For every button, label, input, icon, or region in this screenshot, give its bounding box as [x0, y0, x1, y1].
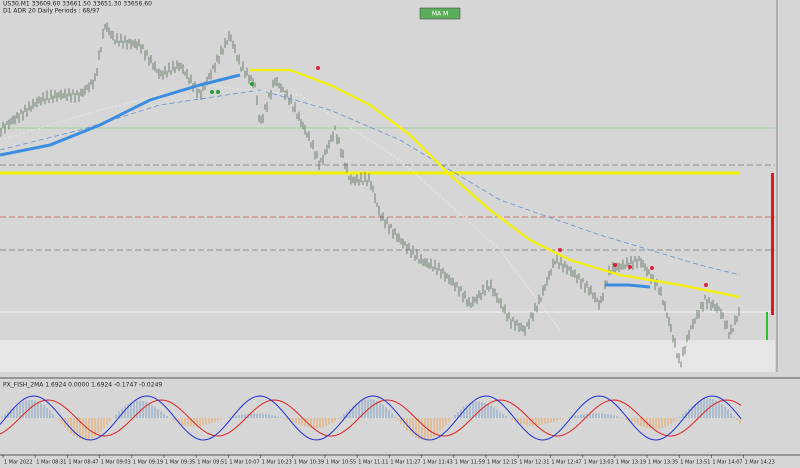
- fish-line: [0, 395, 742, 441]
- time-label: 1 Mar 11:27: [390, 460, 420, 466]
- time-label: 1 Mar 12:31: [519, 460, 549, 466]
- signal-dot: [210, 90, 214, 94]
- button-label[interactable]: MA M: [432, 11, 448, 18]
- ma-button[interactable]: [419, 7, 461, 20]
- ma-slow: [0, 89, 741, 276]
- time-label: 1 Mar 13:19: [616, 460, 646, 466]
- time-label: 1 Mar 10:07: [229, 460, 259, 466]
- indicator-label: PX_FISH_2MA 1.6924 0.0000 1.6924 -0.1747…: [3, 382, 162, 389]
- adr-bar: [766, 312, 768, 340]
- time-label: 1 Mar 14:07: [712, 460, 742, 466]
- signal-dot: [316, 66, 320, 70]
- time-label: 1 Mar 10:23: [262, 460, 292, 466]
- time-label: 1 Mar 13:03: [584, 460, 614, 466]
- time-label: 1 Mar 10:39: [294, 460, 324, 466]
- adr-info: D1 ADR 20 Daily Periods : 68/97: [3, 8, 100, 15]
- ma-yellow: [250, 68, 741, 299]
- time-label: 1 Mar 08:47: [68, 460, 98, 466]
- time-label: 1 Mar 12:47: [551, 460, 581, 466]
- time-label: 1 Mar 09:19: [133, 460, 163, 466]
- signal-line: [0, 399, 742, 437]
- price-bars: [0, 22, 740, 368]
- signal-dot: [628, 265, 632, 269]
- time-label: 1 Mar 13:35: [648, 460, 678, 466]
- time-label: 1 Mar 11:59: [455, 460, 485, 466]
- time-label: 1 Mar 09:35: [165, 460, 195, 466]
- time-label: 1 Mar 08:31: [36, 460, 66, 466]
- range-band: [0, 340, 775, 372]
- signal-dot: [650, 266, 654, 270]
- ma-blue: [605, 283, 651, 289]
- indicator-pane: [0, 395, 742, 441]
- time-label: 1 Mar 09:03: [101, 460, 131, 466]
- time-label: 1 Mar 14:23: [745, 460, 775, 466]
- time-label: 1 Mar 2022: [4, 460, 33, 466]
- time-label: 1 Mar 13:51: [680, 460, 710, 466]
- signal-dot: [558, 248, 562, 252]
- time-label: 1 Mar 11:11: [358, 460, 388, 466]
- signal-dot: [216, 90, 220, 94]
- ma-blue: [0, 73, 241, 157]
- time-label: 1 Mar 09:51: [197, 460, 227, 466]
- symbol-info: US30,M1 33609.60 33661.50 33651.30 33656…: [3, 1, 152, 8]
- time-label: 1 Mar 10:55: [326, 460, 356, 466]
- signal-dot: [613, 263, 617, 267]
- signal-dot: [704, 283, 708, 287]
- time-axis: 1 Mar 2022 1 Mar 08:31 1 Mar 08:47 1 Mar 09…: [2, 455, 775, 466]
- adr-bar: [771, 173, 774, 315]
- signal-dot: [250, 82, 254, 86]
- time-label: 1 Mar 11:43: [423, 460, 453, 466]
- time-label: 1 Mar 12:15: [487, 460, 517, 466]
- ma-dotted: [0, 84, 561, 331]
